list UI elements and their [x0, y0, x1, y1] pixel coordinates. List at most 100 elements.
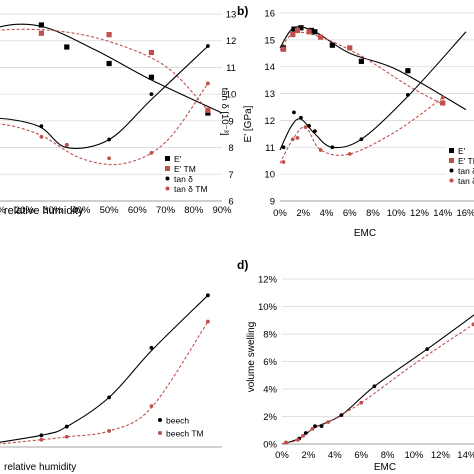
panel-b-data-point	[440, 100, 446, 106]
panel-c-data-point	[107, 395, 112, 400]
panel-c-x-axis-title: relative humidity	[4, 462, 76, 473]
panel-b-data-point	[280, 46, 287, 52]
panel-b-data-point	[330, 145, 335, 150]
panel-a-x-tick-label: 60%	[128, 205, 148, 216]
panel-b-legend-label: tan δ	[458, 166, 474, 176]
panel-b-y-tick-label: 15	[264, 35, 275, 46]
panel-b-data-point	[290, 137, 295, 142]
panel-a-data-point	[64, 143, 69, 147]
panel-d-y-tick-label: 12%	[258, 275, 278, 286]
panel-b-data-point	[281, 145, 286, 150]
panel-a-data-point	[106, 32, 112, 38]
panel-b-y-tick-label: 10	[264, 170, 275, 181]
panel-d-data-point	[471, 322, 474, 327]
panel-c-data-point	[64, 434, 69, 439]
panel-b-data-point	[440, 95, 445, 100]
panel-a-x-tick-label: 80%	[184, 205, 204, 216]
panel-b-y-tick-label: 14	[264, 62, 275, 73]
panel-b-label: b)	[237, 4, 248, 18]
panel-d-x-tick-label: 10%	[404, 450, 424, 461]
panel-a-legend-label: tan δ TM	[174, 184, 208, 194]
panel-a-data-point	[39, 134, 44, 139]
panel-d-data-point	[313, 424, 317, 429]
panel-c-data-point	[205, 293, 210, 298]
panel-a-data-point	[149, 151, 154, 155]
panel-b-series-line	[279, 97, 444, 164]
panel-a-y2-tick-label: 6	[228, 197, 233, 208]
panel-a-y2-tick-label: 13	[226, 10, 237, 21]
panel-d-data-point	[339, 413, 344, 418]
panel-d-data-point	[359, 400, 364, 405]
panel-b-data-point	[358, 58, 364, 64]
panel-b-data-point	[290, 31, 296, 38]
panel-d-x-tick-label: 14%	[457, 450, 474, 461]
panel-a-data-point	[148, 74, 155, 80]
panel-b-x-tick-label: 12%	[410, 208, 430, 219]
panel-b-data-point	[318, 148, 323, 152]
panel-d-label: d)	[237, 258, 248, 272]
panel-b-data-point	[318, 34, 324, 40]
panel-b: b) E' [GPa] EMC 16 15 14 13 12 11 10 90% 2% 4% 6% 8…	[237, 4, 474, 239]
panel-d-y-tick-label: 6%	[263, 357, 277, 368]
panel-a-data-point	[38, 22, 44, 28]
panel-b-x-tick-label: 4%	[320, 208, 334, 219]
panel-d-y-tick-label: 10%	[258, 302, 278, 313]
panel-a-data-point	[106, 60, 112, 67]
panel-a-legend-label: E'	[174, 154, 182, 164]
panel-b-legend-label: E' TM	[458, 156, 474, 166]
panel-d-data-point	[319, 424, 324, 429]
panel-b-legend-marker	[449, 158, 454, 163]
panel-b-x-tick-label: 8%	[366, 208, 380, 219]
panel-b-legend-bg	[446, 156, 474, 165]
panel-b-data-point	[312, 129, 317, 134]
panel-a-x-tick-label: 40%	[71, 205, 91, 216]
panel-a-legend-label: E' TM	[174, 164, 196, 174]
panel-d-data-point	[301, 433, 306, 438]
panel-b-data-point	[405, 93, 410, 97]
panel-b-data-point	[312, 29, 318, 35]
panel-a-series-line	[0, 83, 209, 166]
panel-b-data-point	[329, 42, 335, 48]
panel-b-series-line	[279, 26, 467, 111]
panel-c-data-point	[149, 345, 154, 350]
panel-c-data-point	[149, 404, 154, 409]
panel-d-y-tick-label: 4%	[263, 385, 277, 396]
panel-a-series-line	[0, 28, 209, 111]
panel-d-y-tick-label: 2%	[263, 412, 277, 423]
panel-a-data-point	[38, 30, 44, 36]
panel-a-y2-axis-title: tan δ [10⁻³]	[219, 88, 230, 136]
panel-a: relative humidity 0%10%20%30%40%50%60%70…	[0, 10, 237, 217]
panel-a-legend-marker	[165, 166, 170, 171]
panel-a-data-point	[107, 137, 112, 142]
panel-b-data-point	[292, 110, 296, 115]
panel-b-x-tick-label: 2%	[296, 208, 310, 219]
panel-d-x-tick-label: 6%	[354, 450, 368, 461]
panel-a-data-point	[205, 44, 210, 48]
panel-a-legend-marker	[165, 156, 170, 161]
panel-a-y2-tick-label: 12	[226, 36, 237, 47]
panel-a-x-tick-label: 20%	[15, 205, 35, 216]
panel-b-data-point	[405, 68, 411, 74]
panel-b-y-tick-label: 12	[264, 116, 275, 127]
panel-c: relative humidity beech beech TM	[0, 293, 222, 473]
panel-a-data-point	[107, 156, 112, 161]
panel-a-series-line	[0, 45, 209, 149]
panel-a-x-tick-label: 30%	[43, 205, 63, 216]
panel-a-y2-tick-label: 9	[228, 116, 233, 127]
panel-a-y2-tick-label: 8	[228, 143, 233, 154]
panel-d-data-point	[310, 426, 315, 431]
panel-c-legend-marker	[158, 418, 162, 422]
panel-b-y-tick-label: 9	[270, 197, 275, 208]
panel-a-y2-tick-label: 10	[226, 90, 237, 101]
panel-a-data-point	[205, 110, 211, 116]
panel-c-data-point	[39, 437, 44, 442]
panel-c-legend-label: beech	[166, 416, 189, 426]
panel-a-data-point	[205, 81, 210, 86]
panel-b-data-point	[306, 29, 312, 35]
panel-a-series-line	[0, 23, 223, 114]
panel-b-x-tick-label: 0%	[273, 208, 287, 219]
panel-d-y-tick-label: 0%	[263, 440, 277, 451]
panel-b-legend-bg	[446, 166, 474, 175]
panel-a-data-point	[64, 44, 70, 50]
